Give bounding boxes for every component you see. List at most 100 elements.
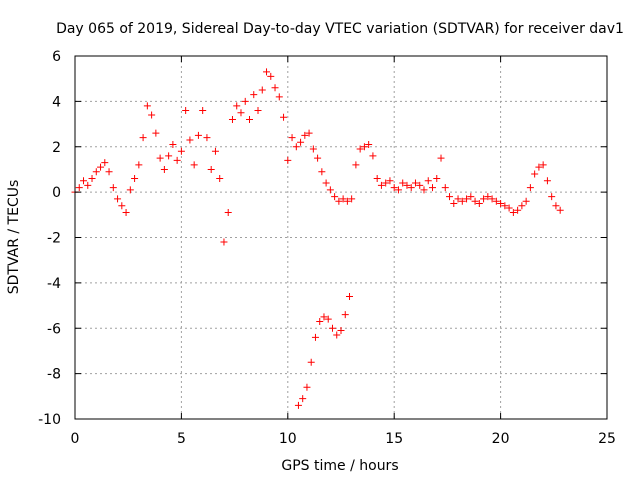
data-point	[320, 313, 328, 321]
data-point	[441, 184, 449, 192]
data-point	[335, 197, 343, 205]
data-point	[303, 383, 311, 391]
data-point	[488, 195, 496, 203]
data-point	[346, 292, 354, 300]
data-point	[339, 195, 347, 203]
data-point	[254, 106, 262, 114]
data-point	[458, 197, 466, 205]
data-point	[97, 163, 105, 171]
data-point	[505, 204, 513, 212]
data-point	[224, 209, 232, 217]
data-point	[228, 116, 236, 124]
data-point	[390, 184, 398, 192]
x-axis-label: GPS time / hours	[281, 458, 398, 474]
data-point	[314, 154, 322, 162]
data-point	[84, 181, 92, 189]
data-point	[160, 165, 168, 173]
data-point	[177, 147, 185, 155]
data-point	[377, 181, 385, 189]
data-point	[331, 193, 339, 201]
data-point	[316, 317, 324, 325]
data-point	[233, 102, 241, 110]
data-point	[309, 145, 317, 153]
data-point	[211, 147, 219, 155]
data-point	[480, 195, 488, 203]
data-point	[280, 113, 288, 121]
data-point	[454, 195, 462, 203]
data-point	[294, 401, 302, 409]
data-point	[194, 131, 202, 139]
data-point	[292, 143, 300, 151]
data-point	[463, 195, 471, 203]
data-point	[324, 315, 332, 323]
data-point	[360, 143, 368, 151]
data-point	[182, 106, 190, 114]
data-point	[341, 311, 349, 319]
data-point	[101, 159, 109, 167]
data-point	[429, 184, 437, 192]
data-point	[446, 193, 454, 201]
data-point	[139, 134, 147, 142]
data-point	[352, 161, 360, 169]
data-point	[420, 186, 428, 194]
data-point	[539, 161, 547, 169]
data-point	[403, 181, 411, 189]
data-point	[365, 140, 373, 148]
data-point	[131, 175, 139, 183]
y-tick-label: 0	[52, 185, 61, 201]
data-point	[467, 193, 475, 201]
data-point	[258, 86, 266, 94]
data-point	[322, 179, 330, 187]
data-point	[143, 102, 151, 110]
data-point	[518, 202, 526, 210]
data-point	[311, 333, 319, 341]
data-point	[271, 84, 279, 92]
y-tick-label: 2	[52, 140, 61, 156]
data-point	[190, 161, 198, 169]
y-tick-label: -10	[38, 412, 61, 428]
data-point	[407, 184, 415, 192]
y-tick-label: 6	[52, 49, 61, 65]
data-point	[552, 202, 560, 210]
data-point	[348, 195, 356, 203]
data-point	[318, 168, 326, 176]
chart-title: Day 065 of 2019, Sidereal Day-to-day VTE…	[56, 21, 624, 37]
data-point	[237, 109, 245, 117]
data-point	[109, 184, 117, 192]
data-point	[152, 129, 160, 137]
x-tick-label: 20	[492, 431, 510, 447]
data-point	[433, 175, 441, 183]
data-point	[288, 134, 296, 142]
data-point	[307, 358, 315, 366]
data-point	[394, 186, 402, 194]
data-point	[326, 186, 334, 194]
data-point	[267, 72, 275, 80]
series-main	[71, 68, 564, 246]
data-point	[165, 152, 173, 160]
data-point	[299, 395, 307, 403]
data-point	[275, 93, 283, 101]
data-point	[207, 165, 215, 173]
data-point	[220, 238, 228, 246]
points-layer	[71, 68, 564, 409]
data-point	[118, 202, 126, 210]
data-point	[509, 209, 517, 217]
data-point	[543, 177, 551, 185]
data-point	[105, 168, 113, 176]
data-point	[88, 175, 96, 183]
data-point	[328, 324, 336, 332]
data-point	[501, 202, 509, 210]
data-point	[556, 206, 564, 214]
data-point	[531, 170, 539, 178]
data-point	[122, 209, 130, 217]
data-point	[284, 156, 292, 164]
x-tick-label: 5	[177, 431, 186, 447]
data-point	[522, 197, 530, 205]
data-point	[333, 331, 341, 339]
data-point	[250, 91, 258, 99]
data-point	[114, 195, 122, 203]
data-point	[92, 168, 100, 176]
data-point	[301, 131, 309, 139]
